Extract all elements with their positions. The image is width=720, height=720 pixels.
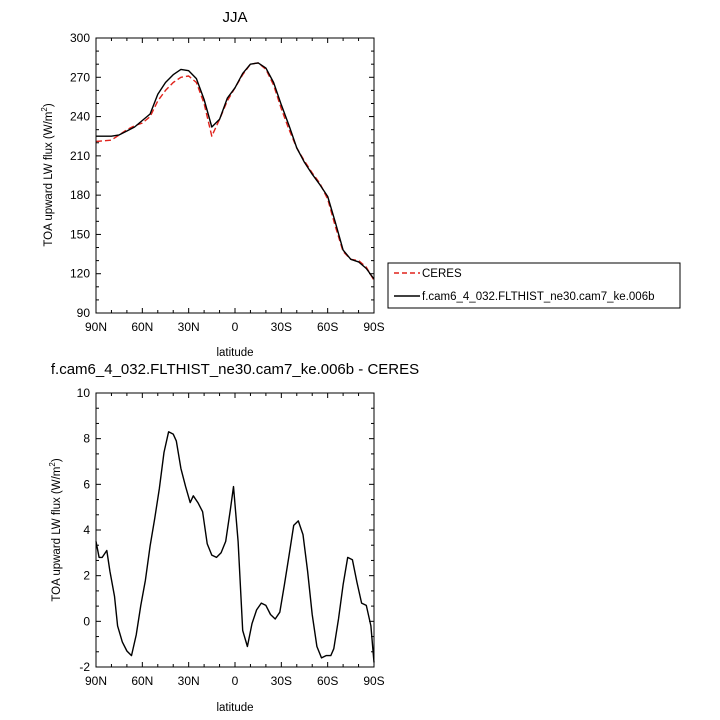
x-tick-label: 60S [317,674,338,688]
x-tick-label: 90N [85,320,107,334]
x-tick-label: 90S [363,320,384,334]
bottom-y-axis-label-sup: 2 [48,462,57,467]
x-tick-label: 90N [85,674,107,688]
top-plot-frame [95,37,375,314]
bottom-chart-title: f.cam6_4_032.FLTHIST_ne30.cam7_ke.006b -… [51,361,419,378]
x-tick-label: 60N [131,674,153,688]
bottom-x-tick-labels: 90N 60N 30N 0 30S 60S 90S [85,674,385,688]
ceres-series-line [95,62,375,281]
y-tick-label: 180 [70,188,90,202]
y-tick-label: 300 [70,31,90,45]
y-tick-label: 10 [77,386,91,400]
y-tick-label: 150 [70,227,90,241]
top-y-axis-label-sup: 2 [40,107,49,112]
top-y-axis-label-close: ) [43,103,55,107]
y-tick-label: 4 [83,523,90,537]
legend-box [387,262,681,309]
top-y-tick-labels: 90 120 150 180 210 240 270 300 [70,31,90,320]
difference-series-line [95,431,375,663]
y-tick-label: -2 [79,660,90,674]
x-tick-label: 90S [363,674,384,688]
x-tick-label: 0 [232,320,239,334]
legend-label-ceres: CERES [422,268,462,280]
bottom-y-axis-label-main: TOA upward LW flux (W/m [51,467,63,602]
bottom-x-axis-label: latitude [216,702,253,714]
bottom-y-tick-labels: -2 0 2 4 6 8 10 [77,386,91,674]
y-tick-label: 90 [77,306,91,320]
bottom-series-lines [95,431,375,663]
x-tick-label: 30N [178,320,200,334]
x-tick-label: 0 [232,674,239,688]
top-tick-marks [95,37,375,314]
y-tick-label: 240 [70,110,90,124]
y-tick-label: 2 [83,569,90,583]
top-chart-title: JJA [222,9,247,26]
y-tick-label: 0 [83,614,90,628]
y-tick-label: 270 [70,70,90,84]
y-tick-label: 210 [70,149,90,163]
x-tick-label: 30N [178,674,200,688]
y-tick-label: 120 [70,267,90,281]
top-y-axis-label-main: TOA upward LW flux (W/m [43,112,55,247]
legend: CERES f.cam6_4_032.FLTHIST_ne30.cam7_ke.… [387,262,681,309]
bottom-panel: f.cam6_4_032.FLTHIST_ne30.cam7_ke.006b -… [48,361,419,714]
legend-label-model: f.cam6_4_032.FLTHIST_ne30.cam7_ke.006b [422,291,654,303]
y-tick-label: 8 [83,432,90,446]
y-tick-label: 6 [83,477,90,491]
top-panel: JJA 90 120 150 180 210 240 270 300 90N 60N 30N 0 30… [40,9,385,359]
top-x-tick-labels: 90N 60N 30N 0 30S 60S 90S [85,320,385,334]
top-y-axis-label: TOA upward LW flux (W/m2) [40,103,55,247]
bottom-y-axis-label: TOA upward LW flux (W/m2) [48,458,63,602]
top-x-axis-label: latitude [216,347,253,359]
bottom-y-axis-label-close: ) [51,458,63,462]
x-tick-label: 30S [271,674,292,688]
x-tick-label: 60N [131,320,153,334]
model-series-line [96,62,375,280]
x-tick-label: 60S [317,320,338,334]
bottom-plot-frame [95,392,375,668]
top-series-lines [95,62,375,281]
x-tick-label: 30S [271,320,292,334]
